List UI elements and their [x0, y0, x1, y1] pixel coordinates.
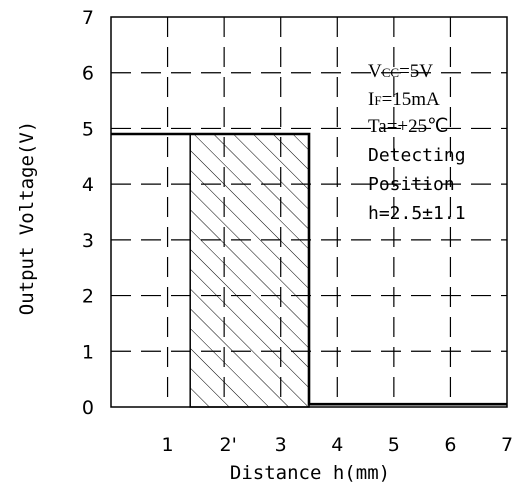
- y-tick-label: 4: [82, 174, 94, 196]
- annotation-h: h=2.5±1.1: [368, 203, 466, 224]
- x-tick-label: 3: [275, 434, 287, 456]
- x-tick-label: 6: [444, 434, 456, 456]
- series-layer: [111, 132, 507, 406]
- y-tick-label: 7: [82, 7, 94, 29]
- x-tick-label: 2': [219, 434, 236, 456]
- y-tick-label: 1: [82, 341, 94, 363]
- annotation-vcc: VCC=5V: [368, 61, 433, 82]
- annotation-detecting: Detecting: [368, 145, 466, 166]
- x-tick-label: 7: [501, 434, 513, 456]
- plot-frame: [110, 16, 508, 408]
- x-tick-label: 5: [388, 434, 400, 456]
- y-axis-label: Output Voltage(V): [16, 121, 38, 315]
- x-tick-label: 4: [331, 434, 343, 456]
- y-tick-label: 2: [82, 286, 94, 308]
- x-tick-label: 1: [162, 434, 174, 456]
- x-axis-label: Distance h(mm): [230, 462, 390, 484]
- x-tick-labels: 1 2' 3 4 5 6 7: [162, 434, 514, 456]
- output-voltage-series-line: [111, 132, 507, 406]
- annotation-if: IF=15mA: [368, 89, 440, 110]
- conditions-annotation: VCC=5V IF=15mA Ta=+25℃ Detecting Positio…: [368, 61, 466, 224]
- annotation-position: Position: [368, 174, 455, 195]
- y-tick-labels: 0 1 2 3 4 5 6 7: [82, 7, 94, 419]
- annotation-ta: Ta=+25℃: [368, 116, 448, 137]
- y-tick-label: 6: [82, 63, 94, 85]
- detecting-region-hatch: [189, 133, 310, 408]
- y-tick-label: 5: [82, 118, 94, 140]
- y-tick-label: 3: [82, 230, 94, 252]
- y-tick-label: 0: [82, 397, 94, 419]
